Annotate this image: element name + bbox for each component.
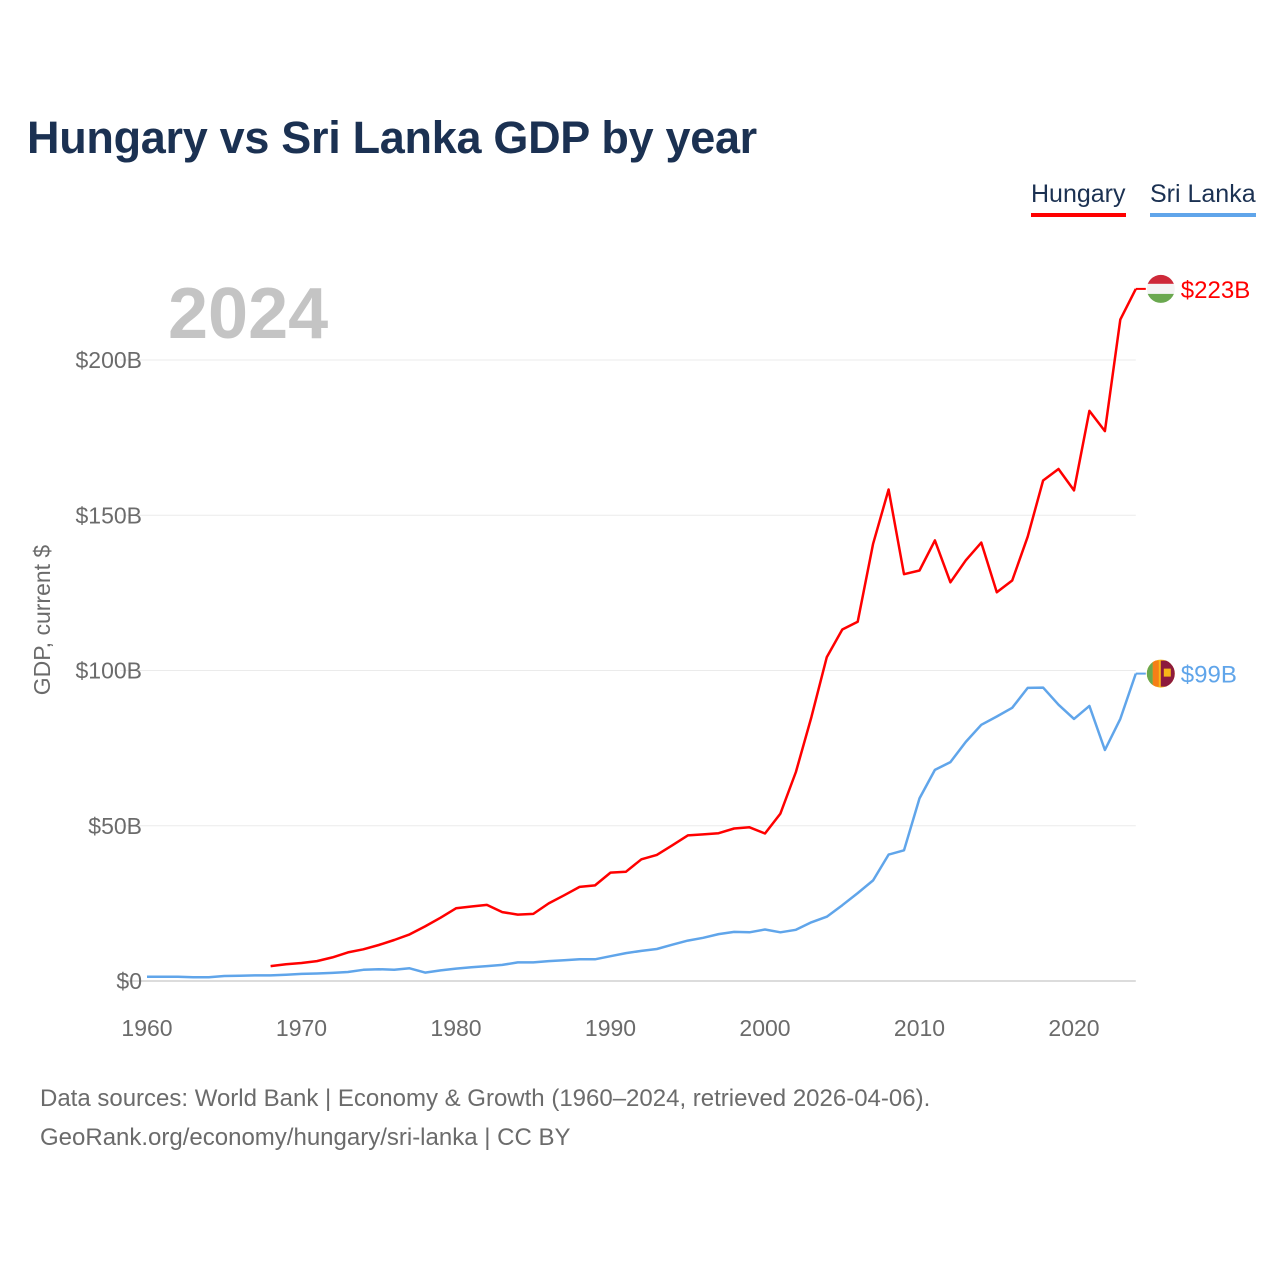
flag-green	[1146, 660, 1153, 687]
x-tick-label: 2000	[739, 1015, 790, 1041]
footer-sources: Data sources: World Bank | Economy & Gro…	[40, 1085, 931, 1112]
legend-item-sri-lanka[interactable]: Sri Lanka	[1150, 180, 1256, 217]
legend-item-hungary[interactable]: Hungary	[1031, 180, 1126, 217]
x-tick-label: 1990	[585, 1015, 636, 1041]
chart-title: Hungary vs Sri Lanka GDP by year	[27, 112, 757, 163]
x-tick-label: 1970	[276, 1015, 327, 1041]
x-tick-label: 1960	[121, 1015, 172, 1041]
hungary-flag-icon	[1146, 274, 1175, 303]
flag-stripe-red	[1146, 274, 1175, 284]
y-tick-label: $50B	[88, 813, 142, 839]
flag-lion	[1163, 668, 1171, 677]
y-tick-label: $150B	[75, 502, 142, 528]
y-tick-label: $200B	[75, 347, 142, 373]
flag-stripe-green	[1146, 293, 1175, 303]
flag-body	[1146, 659, 1175, 688]
end-value-label: $223B	[1181, 277, 1250, 304]
x-tick-label: 1980	[430, 1015, 481, 1041]
flag-body	[1146, 274, 1175, 303]
flag-orange	[1152, 660, 1159, 687]
series-line-sri-lanka	[147, 673, 1137, 979]
current-year-label: 2024	[168, 274, 328, 354]
y-tick-label: $100B	[75, 658, 142, 684]
series-line-hungary	[270, 288, 1137, 968]
y-tick-label: $0	[116, 968, 142, 994]
footer-attribution: GeoRank.org/economy/hungary/sri-lanka | …	[40, 1124, 571, 1151]
sri-lanka-flag-icon	[1146, 659, 1175, 688]
flag-stripe-white	[1146, 283, 1175, 294]
x-tick-label: 2020	[1048, 1015, 1099, 1041]
x-tick-label: 2010	[894, 1015, 945, 1041]
end-value-label: $99B	[1181, 662, 1237, 689]
y-axis-label: GDP, current $	[29, 545, 55, 696]
